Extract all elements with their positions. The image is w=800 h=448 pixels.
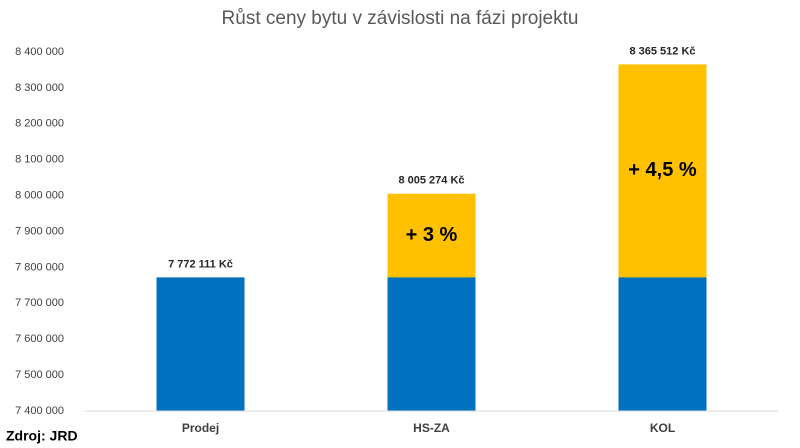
x-tick-label: HS-ZA bbox=[413, 421, 450, 435]
x-tick-label: Prodej bbox=[182, 421, 219, 435]
x-tick-label: KOL bbox=[650, 421, 675, 435]
y-tick-label: 7 800 000 bbox=[15, 261, 64, 273]
y-tick-label: 8 100 000 bbox=[15, 154, 64, 166]
growth-label: + 3 % bbox=[406, 224, 458, 246]
y-tick-label: 7 400 000 bbox=[15, 405, 64, 417]
y-tick-label: 8 000 000 bbox=[15, 190, 64, 202]
bar bbox=[156, 277, 245, 411]
chart-title: Růst ceny bytu v závislosti na fázi proj… bbox=[222, 8, 579, 29]
y-tick-label: 7 500 000 bbox=[15, 369, 64, 381]
bar bbox=[387, 277, 476, 411]
source: Zdroj: JRD bbox=[6, 428, 78, 444]
value-label: 8 365 512 Kč bbox=[629, 45, 695, 57]
value-label: 8 005 274 Kč bbox=[398, 175, 464, 187]
y-tick-label: 7 900 000 bbox=[15, 225, 64, 237]
bar bbox=[618, 277, 707, 411]
value-label: 7 772 111 Kč bbox=[168, 258, 233, 270]
growth-label: + 4,5 % bbox=[628, 159, 697, 181]
y-tick-label: 8 400 000 bbox=[15, 46, 64, 58]
y-tick-label: 7 700 000 bbox=[15, 297, 64, 309]
y-tick-label: 8 300 000 bbox=[15, 82, 64, 94]
y-tick-label: 8 200 000 bbox=[15, 118, 64, 130]
y-tick-label: 7 600 000 bbox=[15, 333, 64, 345]
